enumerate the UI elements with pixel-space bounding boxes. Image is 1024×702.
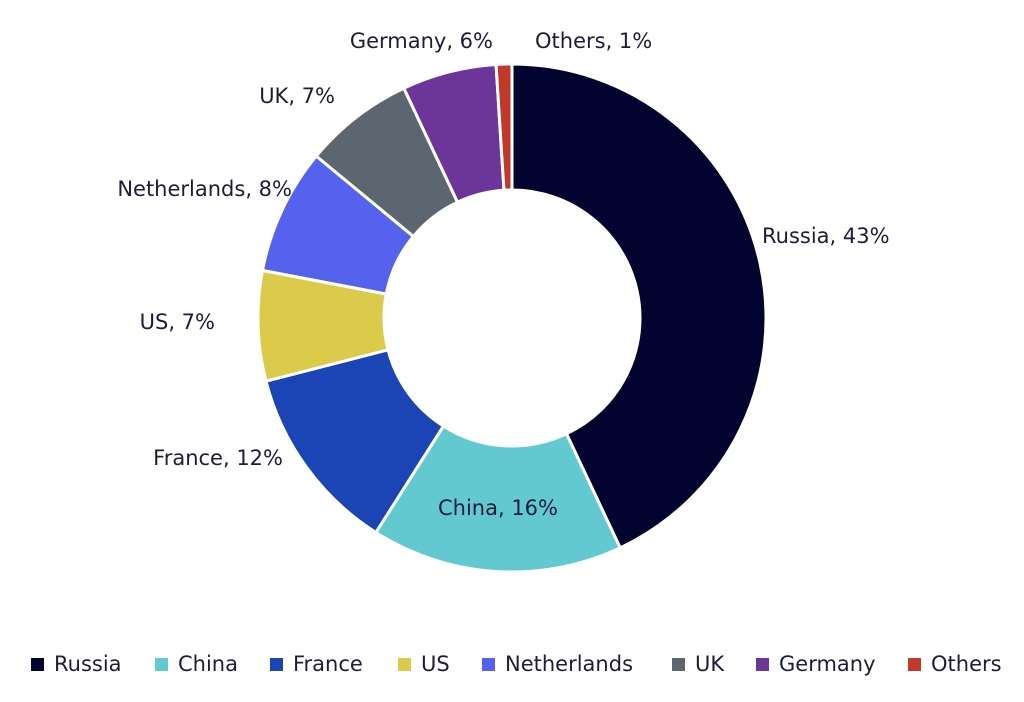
data-label: France, 12% (153, 446, 283, 470)
legend-label: Others (931, 652, 1002, 676)
donut-slice (494, 62, 514, 192)
legend-label: France (293, 652, 363, 676)
legend-swatch (155, 658, 168, 671)
legend-swatch (270, 658, 283, 671)
data-label: UK, 7% (259, 84, 335, 108)
data-label: China, 16% (438, 496, 558, 520)
legend-label: Russia (54, 652, 122, 676)
legend-swatch (908, 658, 921, 671)
legend-label: UK (695, 652, 725, 676)
legend-swatch (756, 658, 769, 671)
legend-swatch (31, 658, 44, 671)
legend-label: China (178, 652, 238, 676)
data-label: Others, 1% (535, 29, 652, 53)
legend-swatch (482, 658, 495, 671)
data-label: Russia, 43% (762, 224, 890, 248)
legend-label: Germany (779, 652, 876, 676)
legend-swatch (672, 658, 685, 671)
legend-swatch (398, 658, 411, 671)
legend-label: US (421, 652, 450, 676)
data-label: Germany, 6% (350, 29, 493, 53)
data-label: US, 7% (140, 310, 215, 334)
donut-slice (373, 424, 623, 574)
donut-slice (510, 62, 768, 550)
legend-label: Netherlands (505, 652, 633, 676)
data-label: Netherlands, 8% (117, 177, 292, 201)
